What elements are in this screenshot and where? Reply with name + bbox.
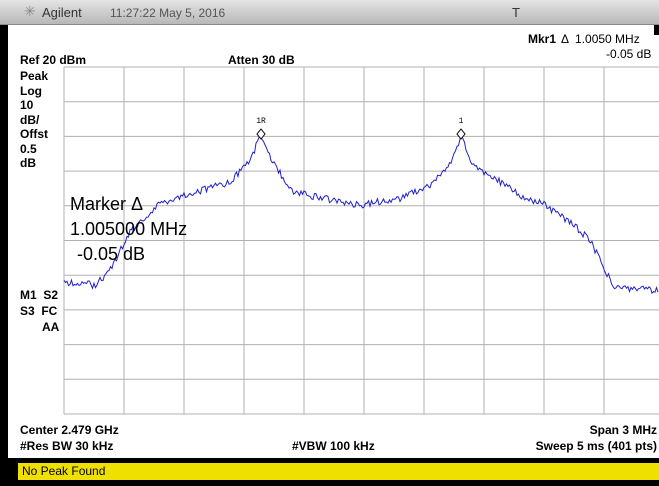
sweep: Sweep 5 ms (401 pts): [535, 439, 657, 453]
overlay-line: Marker Δ: [70, 194, 144, 214]
marker-level: -0.05 dB: [606, 47, 652, 61]
span: Span 3 MHz: [589, 423, 657, 437]
center: Center 2.479 GHz: [20, 423, 119, 437]
overlay-line: 1.005000 MHz: [70, 219, 188, 239]
left-status: S3 FC: [20, 304, 58, 318]
attenuation: Atten 30 dB: [228, 53, 295, 67]
left-label: dB: [20, 156, 36, 170]
left-label: 10: [20, 98, 34, 112]
brand-icon: ✳: [24, 3, 36, 19]
marker-delta: Δ 1.0050 MHz: [561, 32, 640, 46]
marker-diamond: [256, 128, 266, 140]
status-message: No Peak Found: [18, 463, 659, 480]
overlay-line: -0.05 dB: [77, 244, 146, 264]
left-label: dB/: [20, 112, 40, 127]
trigger: T: [512, 5, 520, 20]
marker-label: Mkr1: [528, 32, 557, 46]
left-status: AA: [42, 320, 60, 334]
title-bar: [0, 0, 659, 25]
marker-diamond: [456, 128, 466, 140]
marker-tag: 1R: [256, 117, 266, 126]
left-label: 0.5: [20, 141, 37, 156]
left-status: M1 S2: [20, 288, 59, 302]
vbw: #VBW 100 kHz: [292, 439, 375, 453]
rbw: #Res BW 30 kHz: [20, 439, 114, 453]
left-frame: [0, 25, 8, 486]
left-label: Log: [20, 83, 42, 98]
marker-tag: 1: [459, 117, 464, 126]
trace: [63, 132, 659, 295]
grid: [63, 66, 659, 415]
time: 11:27:22 May 5, 2016: [110, 6, 226, 20]
brand: Agilent: [42, 5, 82, 20]
left-label: Offst: [20, 127, 48, 141]
right-frame: [654, 25, 659, 35]
ref-level: Ref 20 dBm: [20, 53, 87, 67]
left-label: Peak: [20, 69, 49, 83]
